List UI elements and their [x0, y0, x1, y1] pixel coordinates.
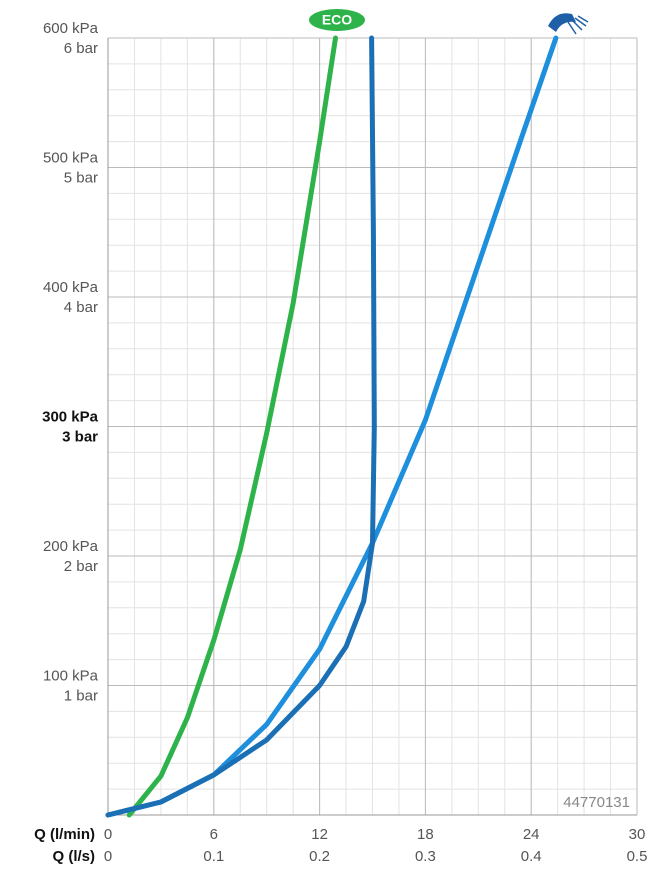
- x-axis-title: Q (l/min): [34, 826, 95, 843]
- data-line: [126, 35, 338, 818]
- x-tick-label: 30: [629, 826, 646, 843]
- x-tick-label: 12: [311, 826, 328, 843]
- x2-tick-label: 0: [104, 848, 112, 865]
- lines: [105, 35, 559, 818]
- x-tick-label: 18: [417, 826, 434, 843]
- grid: [107, 37, 638, 816]
- x2-axis-title: Q (l/s): [52, 848, 95, 865]
- y-tick-label: 600 kPa: [43, 20, 99, 37]
- x-tick-label: 24: [523, 826, 540, 843]
- x2-tick-label: 0.1: [203, 848, 224, 865]
- eco-badge: [309, 9, 365, 31]
- x2-tick-label: 0.3: [415, 848, 436, 865]
- y-tick-label: 100 kPa: [43, 667, 99, 684]
- y-tick-label: 400 kPa: [43, 279, 99, 296]
- annotation: 44770131: [563, 794, 630, 811]
- eco-label: ECO: [322, 12, 352, 28]
- y2-tick-label: 1 bar: [64, 687, 98, 704]
- y2-tick-label: 3 bar: [62, 428, 98, 445]
- y2-tick-label: 6 bar: [64, 40, 98, 57]
- x2-tick-label: 0.5: [627, 848, 648, 865]
- x2-tick-label: 0.2: [309, 848, 330, 865]
- shower-icon: [548, 13, 589, 35]
- y-tick-label: 300 kPa: [42, 408, 99, 425]
- y2-tick-label: 5 bar: [64, 169, 98, 186]
- y2-tick-label: 4 bar: [64, 299, 98, 316]
- x-tick-label: 6: [210, 826, 218, 843]
- y-tick-label: 500 kPa: [43, 149, 99, 166]
- x2-tick-label: 0.4: [521, 848, 542, 865]
- y2-tick-label: 2 bar: [64, 558, 98, 575]
- y-tick-label: 200 kPa: [43, 538, 99, 555]
- x-tick-label: 0: [104, 826, 112, 843]
- data-line: [105, 35, 377, 818]
